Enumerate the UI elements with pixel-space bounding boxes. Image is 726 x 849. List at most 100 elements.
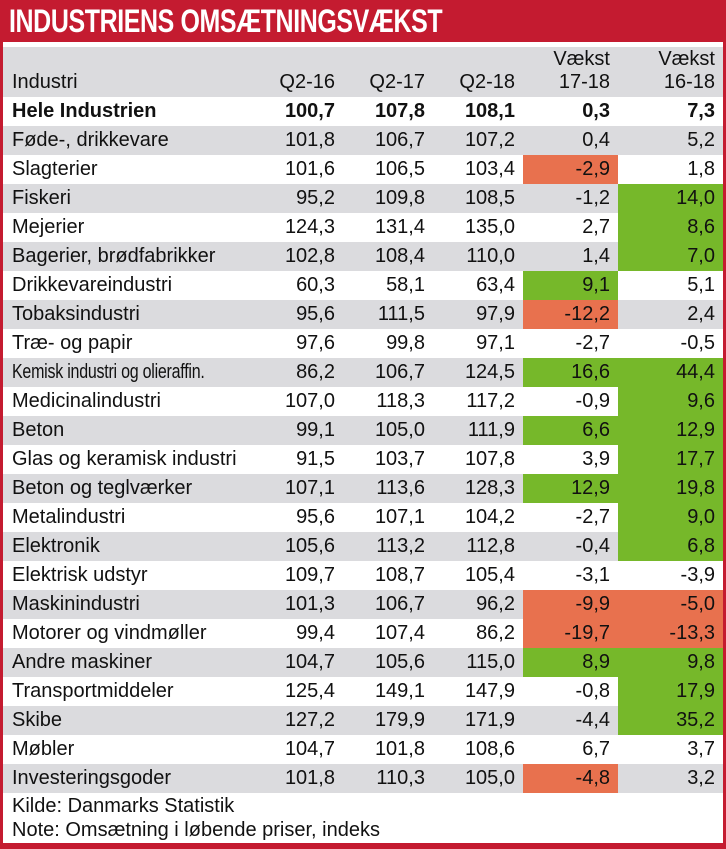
value-cell: 97,6 [296, 332, 335, 354]
value-cell: 109,8 [374, 187, 425, 209]
value-cell: 110,0 [466, 245, 515, 267]
table-row: Investeringsgoder 101,8 110,3 105,0 -4,8 3,2 [3, 764, 723, 793]
value-cell: -13,3 [618, 619, 723, 648]
value-cell: 125,4 [284, 680, 335, 702]
header-row-bottom: Industri Q2-16 Q2-17 Q2-18 17-18 16-18 [3, 71, 723, 97]
industry-label: Træ- og papir [12, 332, 133, 354]
table-row: Træ- og papir 97,6 99,8 97,1 -2,7 -0,5 [3, 329, 723, 358]
value-cell: 104,2 [464, 506, 515, 528]
industry-label: Metalindustri [12, 506, 126, 528]
value-cell: -2,7 [575, 332, 610, 354]
industry-label: Møbler [12, 738, 75, 760]
value-cell: 19,8 [618, 474, 723, 503]
industry-label: Tobaksindustri [12, 303, 140, 325]
value-cell: 101,3 [284, 593, 335, 615]
value-cell: 58,1 [386, 274, 425, 296]
column-header [3, 47, 255, 71]
data-table: Vækst Vækst Industri Q2-16 Q2-17 Q2-18 1… [3, 47, 723, 793]
value-cell: 108,6 [464, 738, 515, 760]
value-cell: 1,8 [687, 158, 715, 180]
value-cell: 124,3 [284, 216, 335, 238]
title-banner: INDUSTRIENS OMSÆTNINGSVÆKST [0, 0, 726, 42]
value-cell: 106,7 [374, 593, 425, 615]
value-cell: -0,5 [680, 332, 715, 354]
table-row: Maskinindustri 101,3 106,7 96,2 -9,9 -5,0 [3, 590, 723, 619]
value-cell: 60,3 [296, 274, 335, 296]
industry-label: Maskinindustri [12, 593, 140, 615]
value-cell: 111,9 [467, 419, 515, 441]
value-cell: 95,2 [296, 187, 335, 209]
value-cell: 95,6 [296, 303, 335, 325]
value-cell: 179,9 [374, 709, 425, 731]
column-header-q2-18: Q2-18 [433, 71, 523, 97]
value-cell: 17,7 [618, 445, 723, 474]
page-title: INDUSTRIENS OMSÆTNINGSVÆKST [9, 2, 443, 39]
industry-label: Transportmiddeler [12, 680, 174, 702]
value-cell: -0,4 [575, 535, 610, 557]
value-cell: 95,6 [296, 506, 335, 528]
value-cell: -1,2 [575, 187, 610, 209]
value-cell: 103,4 [464, 158, 515, 180]
value-cell: 1,4 [582, 245, 610, 267]
table-area: Vækst Vækst Industri Q2-16 Q2-17 Q2-18 1… [0, 42, 726, 843]
column-header-17-18: 17-18 [523, 71, 618, 97]
value-cell: 2,7 [582, 216, 610, 238]
value-cell: 102,8 [284, 245, 335, 267]
value-cell: 135,0 [464, 216, 515, 238]
value-cell: 91,5 [296, 448, 335, 470]
value-cell: 104,7 [284, 651, 335, 673]
industry-label: Beton og teglværker [12, 477, 193, 499]
value-cell: 147,9 [464, 680, 515, 702]
value-cell: 101,8 [284, 767, 335, 789]
value-cell: 101,8 [374, 738, 425, 760]
value-cell: 105,4 [464, 564, 515, 586]
value-cell: 35,2 [618, 706, 723, 735]
value-cell: 12,9 [523, 474, 618, 503]
industry-label: Skibe [12, 709, 63, 731]
column-header [255, 47, 343, 71]
table-row: Elektrisk udstyr 109,7 108,7 105,4 -3,1 -3,9 [3, 561, 723, 590]
industry-label: Andre maskiner [12, 651, 153, 673]
value-cell: 2,4 [687, 303, 715, 325]
value-cell: -9,9 [523, 590, 618, 619]
industry-label: Hele Industrien [12, 100, 157, 122]
table-body: Hele Industrien 100,7 107,8 108,1 0,3 7,3 Føde… [3, 97, 723, 793]
value-cell: 9,1 [523, 271, 618, 300]
table-row: Hele Industrien 100,7 107,8 108,1 0,3 7,3 [3, 97, 723, 126]
column-header [343, 47, 433, 71]
value-cell: 107,4 [374, 622, 425, 644]
value-cell: 106,7 [374, 129, 425, 151]
value-cell: 16,6 [523, 358, 618, 387]
industry-label: Elektrisk udstyr [12, 564, 148, 586]
table-row: Drikkevareindustri 60,3 58,1 63,4 9,1 5,1 [3, 271, 723, 300]
value-cell: 124,5 [464, 361, 515, 383]
industry-label: Motorer og vindmøller [12, 622, 207, 644]
value-cell: 101,8 [284, 129, 335, 151]
table-header: Vækst Vækst Industri Q2-16 Q2-17 Q2-18 1… [3, 47, 723, 97]
value-cell: 104,7 [284, 738, 335, 760]
column-header-q2-16: Q2-16 [255, 71, 343, 97]
industry-label: Elektronik [12, 535, 100, 557]
value-cell: 6,8 [618, 532, 723, 561]
value-cell: 63,4 [476, 274, 515, 296]
value-cell: 9,8 [618, 648, 723, 677]
column-header-16-18: 16-18 [618, 71, 723, 97]
value-cell: 17,9 [618, 677, 723, 706]
column-header-vaekst-16-18: Vækst [618, 47, 723, 71]
value-cell: 96,2 [476, 593, 515, 615]
value-cell: 108,7 [374, 564, 425, 586]
value-cell: 12,9 [618, 416, 723, 445]
value-cell: 127,2 [284, 709, 335, 731]
table-row: Skibe 127,2 179,9 171,9 -4,4 35,2 [3, 706, 723, 735]
industry-label: Kemisk industri og olieraffin. [12, 361, 205, 383]
header-row-top: Vækst Vækst [3, 47, 723, 71]
column-header-q2-17: Q2-17 [343, 71, 433, 97]
banner-separator [3, 42, 723, 47]
value-cell: 106,5 [374, 158, 425, 180]
value-cell: 115,0 [466, 651, 515, 673]
value-cell: 7,0 [618, 242, 723, 271]
bottom-border-bar [0, 843, 726, 849]
value-cell: 107,8 [464, 448, 515, 470]
value-cell: 97,1 [476, 332, 515, 354]
value-cell: 14,0 [618, 184, 723, 213]
